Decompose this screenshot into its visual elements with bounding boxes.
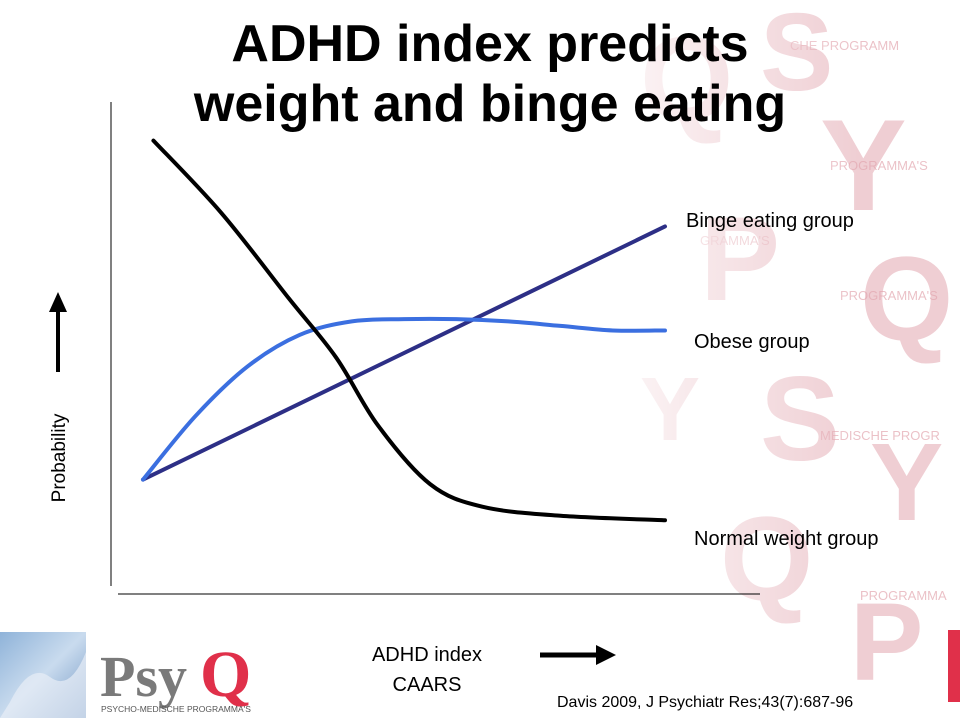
svg-text:P: P (850, 581, 923, 704)
series-label-normal-weight: Normal weight group (694, 528, 879, 550)
psyq-logo: Psy Q PSYCHO-MEDISCHE PROGRAMMA'S (0, 632, 300, 718)
logo-graphic: Psy Q PSYCHO-MEDISCHE PROGRAMMA'S (0, 632, 251, 718)
title-line-1: ADHD index predicts (231, 15, 749, 73)
series-line-normal-weight-group (151, 138, 667, 523)
x-axis-label: ADHD index CAARS (357, 640, 497, 700)
svg-text:Y: Y (870, 421, 943, 544)
svg-text:Q: Q (200, 638, 251, 711)
svg-text:Q: Q (860, 232, 953, 366)
series-label-binge-eating: Binge eating group (686, 210, 854, 232)
up-arrow-icon (49, 292, 67, 372)
x-axis-label-line-2: CAARS (392, 674, 462, 696)
right-arrow-icon (540, 645, 616, 665)
x-axis-label-line-1: ADHD index (371, 644, 483, 666)
citation: Davis 2009, J Psychiatr Res;43(7):687-96 (557, 694, 854, 711)
title-line-2: weight and binge eating (193, 75, 787, 133)
series-label-obese: Obese group (694, 331, 810, 353)
svg-text:PROGRAMMA'S: PROGRAMMA'S (840, 288, 938, 303)
series-layer (141, 138, 667, 523)
svg-text:PROGRAMMA: PROGRAMMA (860, 588, 947, 603)
y-axis-label: Probability (49, 413, 70, 503)
series-line-obese-group (141, 316, 667, 482)
series-line-binge-eating-group (141, 224, 667, 482)
svg-text:Psy: Psy (100, 644, 187, 709)
svg-text:PSYCHO-MEDISCHE PROGRAMMA'S: PSYCHO-MEDISCHE PROGRAMMA'S (101, 704, 251, 714)
slide-title: ADHD index predicts weight and binge eat… (60, 14, 920, 134)
